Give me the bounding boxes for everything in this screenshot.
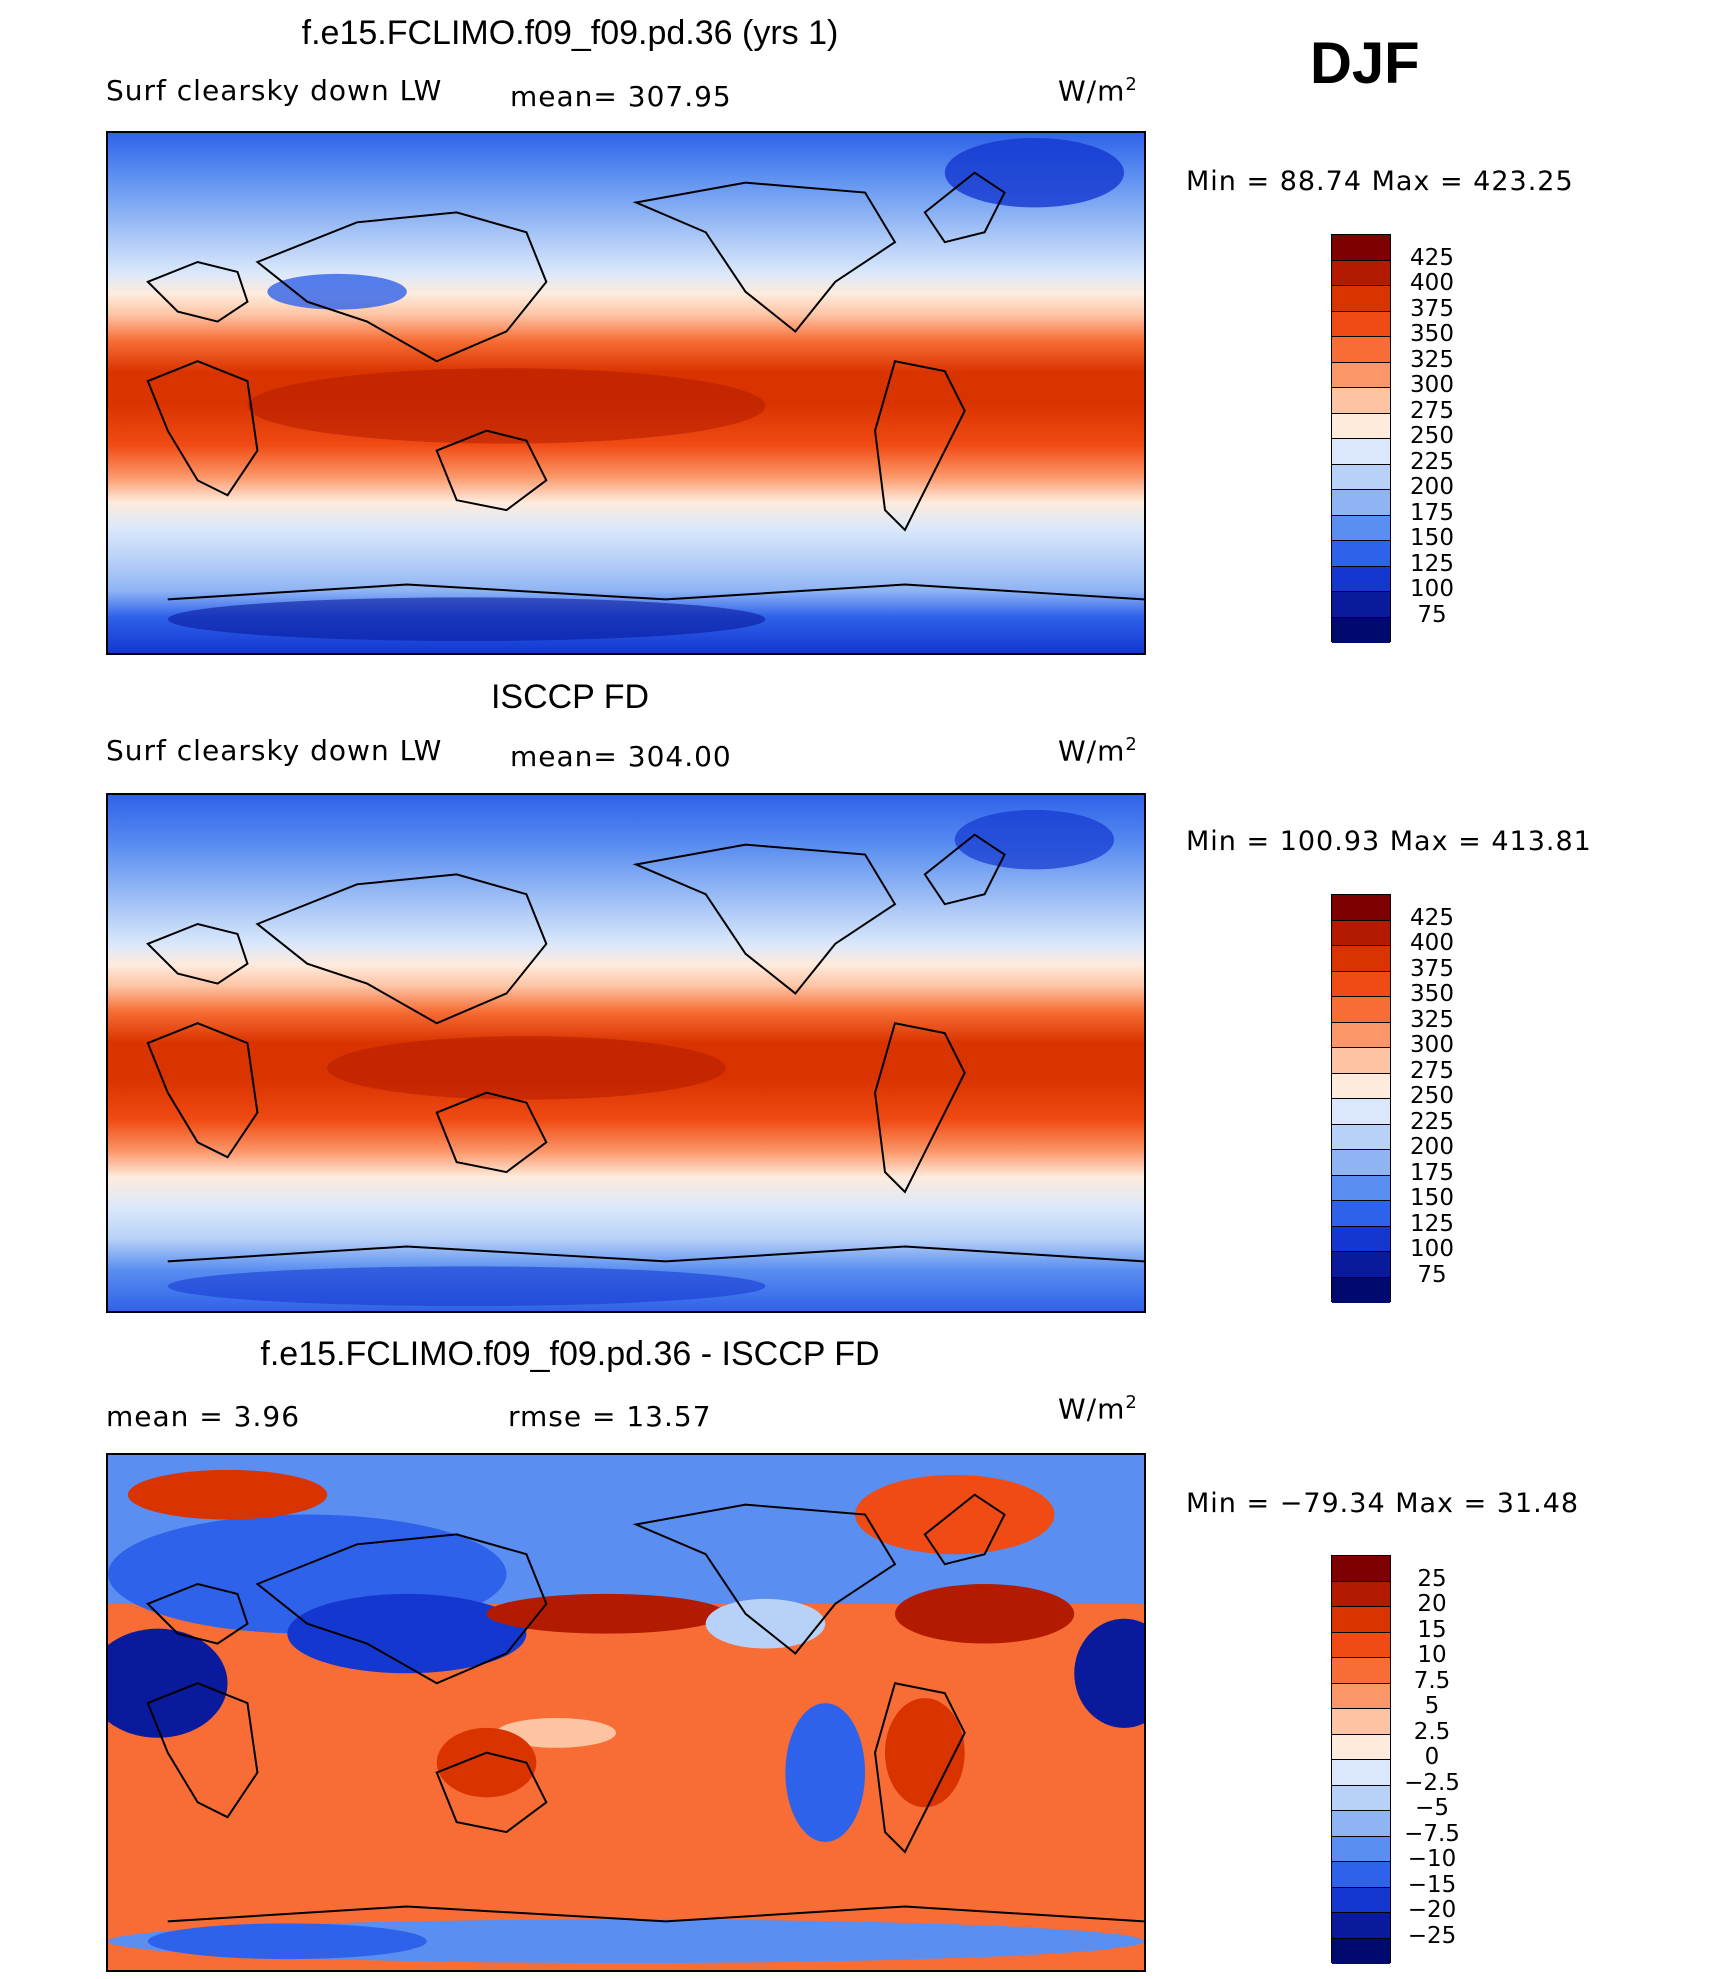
panel-3-title: f.e15.FCLIMO.f09_f09.pd.36 - ISCCP FD [260,1335,880,1373]
panel-2-colorbar-tick: 250 [1410,1083,1454,1109]
panel-3-min-max: Min = −79.34 Max = 31.48 [1186,1488,1580,1519]
panel-1-mean-label: mean= 307.95 [510,80,732,113]
panel-2-title: ISCCP FD [490,678,650,716]
panel-3-colorbar-tick: −15 [1407,1872,1457,1898]
panel-1-colorbar-tick: 300 [1410,372,1454,398]
panel-3-unit-label: W/m2 [1058,1392,1138,1426]
panel-3-colorbar-tick: 20 [1417,1591,1447,1617]
panel-3-colorbar-tick: 15 [1417,1617,1447,1643]
panel-3-colorbar-tick: 2.5 [1413,1719,1451,1745]
panel-2-unit-label: W/m2 [1058,734,1138,768]
panel-1-colorbar-tick: 275 [1410,398,1454,424]
panel-3-rmse-label: rmse = 13.57 [508,1400,712,1433]
panel-3-colorbar-tick: −5 [1415,1795,1449,1821]
panel-3-colorbar-tick: 7.5 [1413,1668,1451,1694]
panel-2-colorbar-tick: 300 [1410,1032,1454,1058]
panel-2-colorbar-tick: 375 [1410,956,1454,982]
panel-1-colorbar [1331,234,1391,643]
panel-2-colorbar-tick: 150 [1410,1185,1454,1211]
panel-2-map [106,793,1146,1313]
panel-2-colorbar-tick: 275 [1410,1058,1454,1084]
panel-1-colorbar-tick: 125 [1410,551,1454,577]
panel-2-colorbar-tick: 325 [1410,1007,1454,1033]
panel-3-colorbar-tick: −7.5 [1404,1821,1460,1847]
panel-3-colorbar [1331,1555,1391,1964]
panel-2-colorbar-tick: 350 [1410,981,1454,1007]
panel-1-colorbar-tick: 400 [1410,270,1454,296]
panel-3-mean-label: mean = 3.96 [106,1400,301,1433]
panel-3-colorbar-tick: 0 [1424,1744,1440,1770]
panel-1-colorbar-tick: 375 [1410,296,1454,322]
panel-3-colorbar-tick: −25 [1407,1923,1457,1949]
panel-1-colorbar-tick: 200 [1410,474,1454,500]
panel-1-colorbar-tick: 250 [1410,423,1454,449]
panel-2-variable-label: Surf clearsky down LW [106,734,443,767]
panel-1-variable-label: Surf clearsky down LW [106,74,443,107]
panel-1-map [106,131,1146,655]
panel-1-colorbar-tick: 325 [1410,347,1454,373]
panel-2-colorbar-tick: 125 [1410,1211,1454,1237]
panel-1-title: f.e15.FCLIMO.f09_f09.pd.36 (yrs 1) [301,14,839,52]
panel-1-colorbar-tick: 100 [1410,576,1454,602]
panel-3-map [106,1453,1146,1972]
panel-2-colorbar-tick: 100 [1410,1236,1454,1262]
panel-1-min-max: Min = 88.74 Max = 423.25 [1186,166,1574,197]
panel-2-colorbar-tick: 400 [1410,930,1454,956]
panel-1-colorbar-tick: 150 [1410,525,1454,551]
panel-1-colorbar-tick: 75 [1417,602,1447,628]
panel-3-colorbar-tick: 10 [1417,1642,1447,1668]
panel-1-colorbar-tick: 350 [1410,321,1454,347]
panel-3-colorbar-tick: −10 [1407,1846,1457,1872]
panel-3-colorbar-tick: −20 [1407,1897,1457,1923]
season-label: DJF [1310,31,1420,96]
panel-2-colorbar-tick: 225 [1410,1109,1454,1135]
panel-1-colorbar-tick: 175 [1410,500,1454,526]
panel-2-colorbar-tick: 425 [1410,905,1454,931]
panel-1-colorbar-tick: 225 [1410,449,1454,475]
panel-1-colorbar-tick: 425 [1410,245,1454,271]
panel-2-colorbar [1331,894,1391,1303]
panel-1-unit-label: W/m2 [1058,74,1138,108]
panel-3-colorbar-tick: −2.5 [1404,1770,1460,1796]
panel-2-min-max: Min = 100.93 Max = 413.81 [1186,826,1592,857]
panel-2-colorbar-tick: 75 [1417,1262,1447,1288]
panel-3-colorbar-tick: 25 [1417,1566,1447,1592]
panel-2-mean-label: mean= 304.00 [510,740,732,773]
panel-3-colorbar-tick: 5 [1424,1693,1440,1719]
panel-2-colorbar-tick: 200 [1410,1134,1454,1160]
panel-2-colorbar-tick: 175 [1410,1160,1454,1186]
